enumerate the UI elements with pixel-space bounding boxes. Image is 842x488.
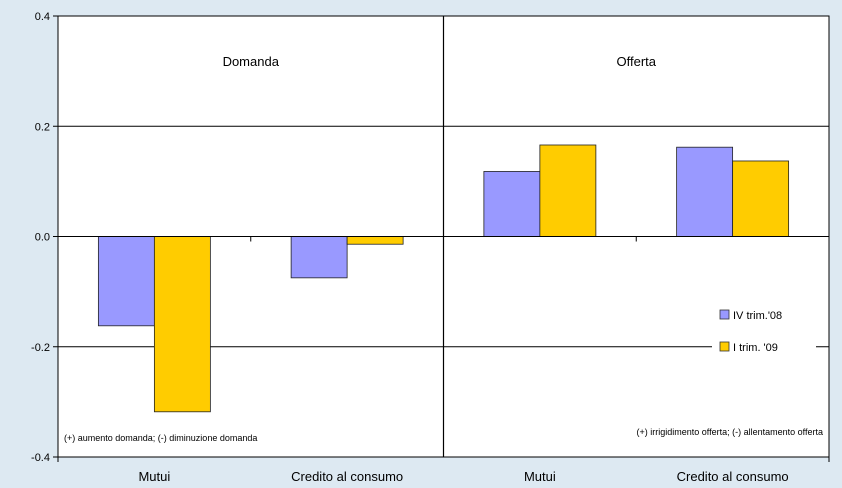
bar: [676, 146, 734, 237]
y-axis-tick-labels: 0.4 0.2 0.0 -0.2 -0.4: [31, 11, 50, 464]
y-tick-label: 0.0: [35, 232, 50, 244]
axes: [57, 15, 830, 462]
legend-swatch: [719, 309, 730, 320]
legend-swatch: [719, 341, 730, 352]
bar: [97, 236, 155, 327]
bar: [732, 160, 790, 237]
legend-label: I trim. '09: [733, 342, 778, 354]
y-tick-label: -0.2: [31, 342, 50, 354]
category-label: Credito al consumo: [291, 469, 403, 484]
bar: [153, 236, 211, 413]
panel-title-offerta: Offerta: [616, 54, 656, 69]
legend-label: IV trim.'08: [733, 310, 782, 322]
y-tick-label: 0.4: [35, 11, 50, 23]
bar: [346, 236, 404, 245]
y-tick-label: -0.4: [31, 452, 50, 464]
category-label: Mutui: [524, 469, 556, 484]
legend: IV trim.'08 I trim. '09: [712, 302, 816, 356]
y-tick-label: 0.2: [35, 121, 50, 133]
bars: [97, 144, 790, 413]
panel-title-domanda: Domanda: [223, 54, 280, 69]
panel-note-offerta: (+) irrigidimento offerta; (-) allentame…: [637, 427, 824, 437]
bar: [290, 236, 348, 279]
category-label: Mutui: [138, 469, 170, 484]
panel-note-domanda: (+) aumento domanda; (-) diminuzione dom…: [64, 433, 257, 443]
bar: [539, 144, 597, 237]
bar: [483, 171, 541, 237]
category-label: Credito al consumo: [677, 469, 789, 484]
